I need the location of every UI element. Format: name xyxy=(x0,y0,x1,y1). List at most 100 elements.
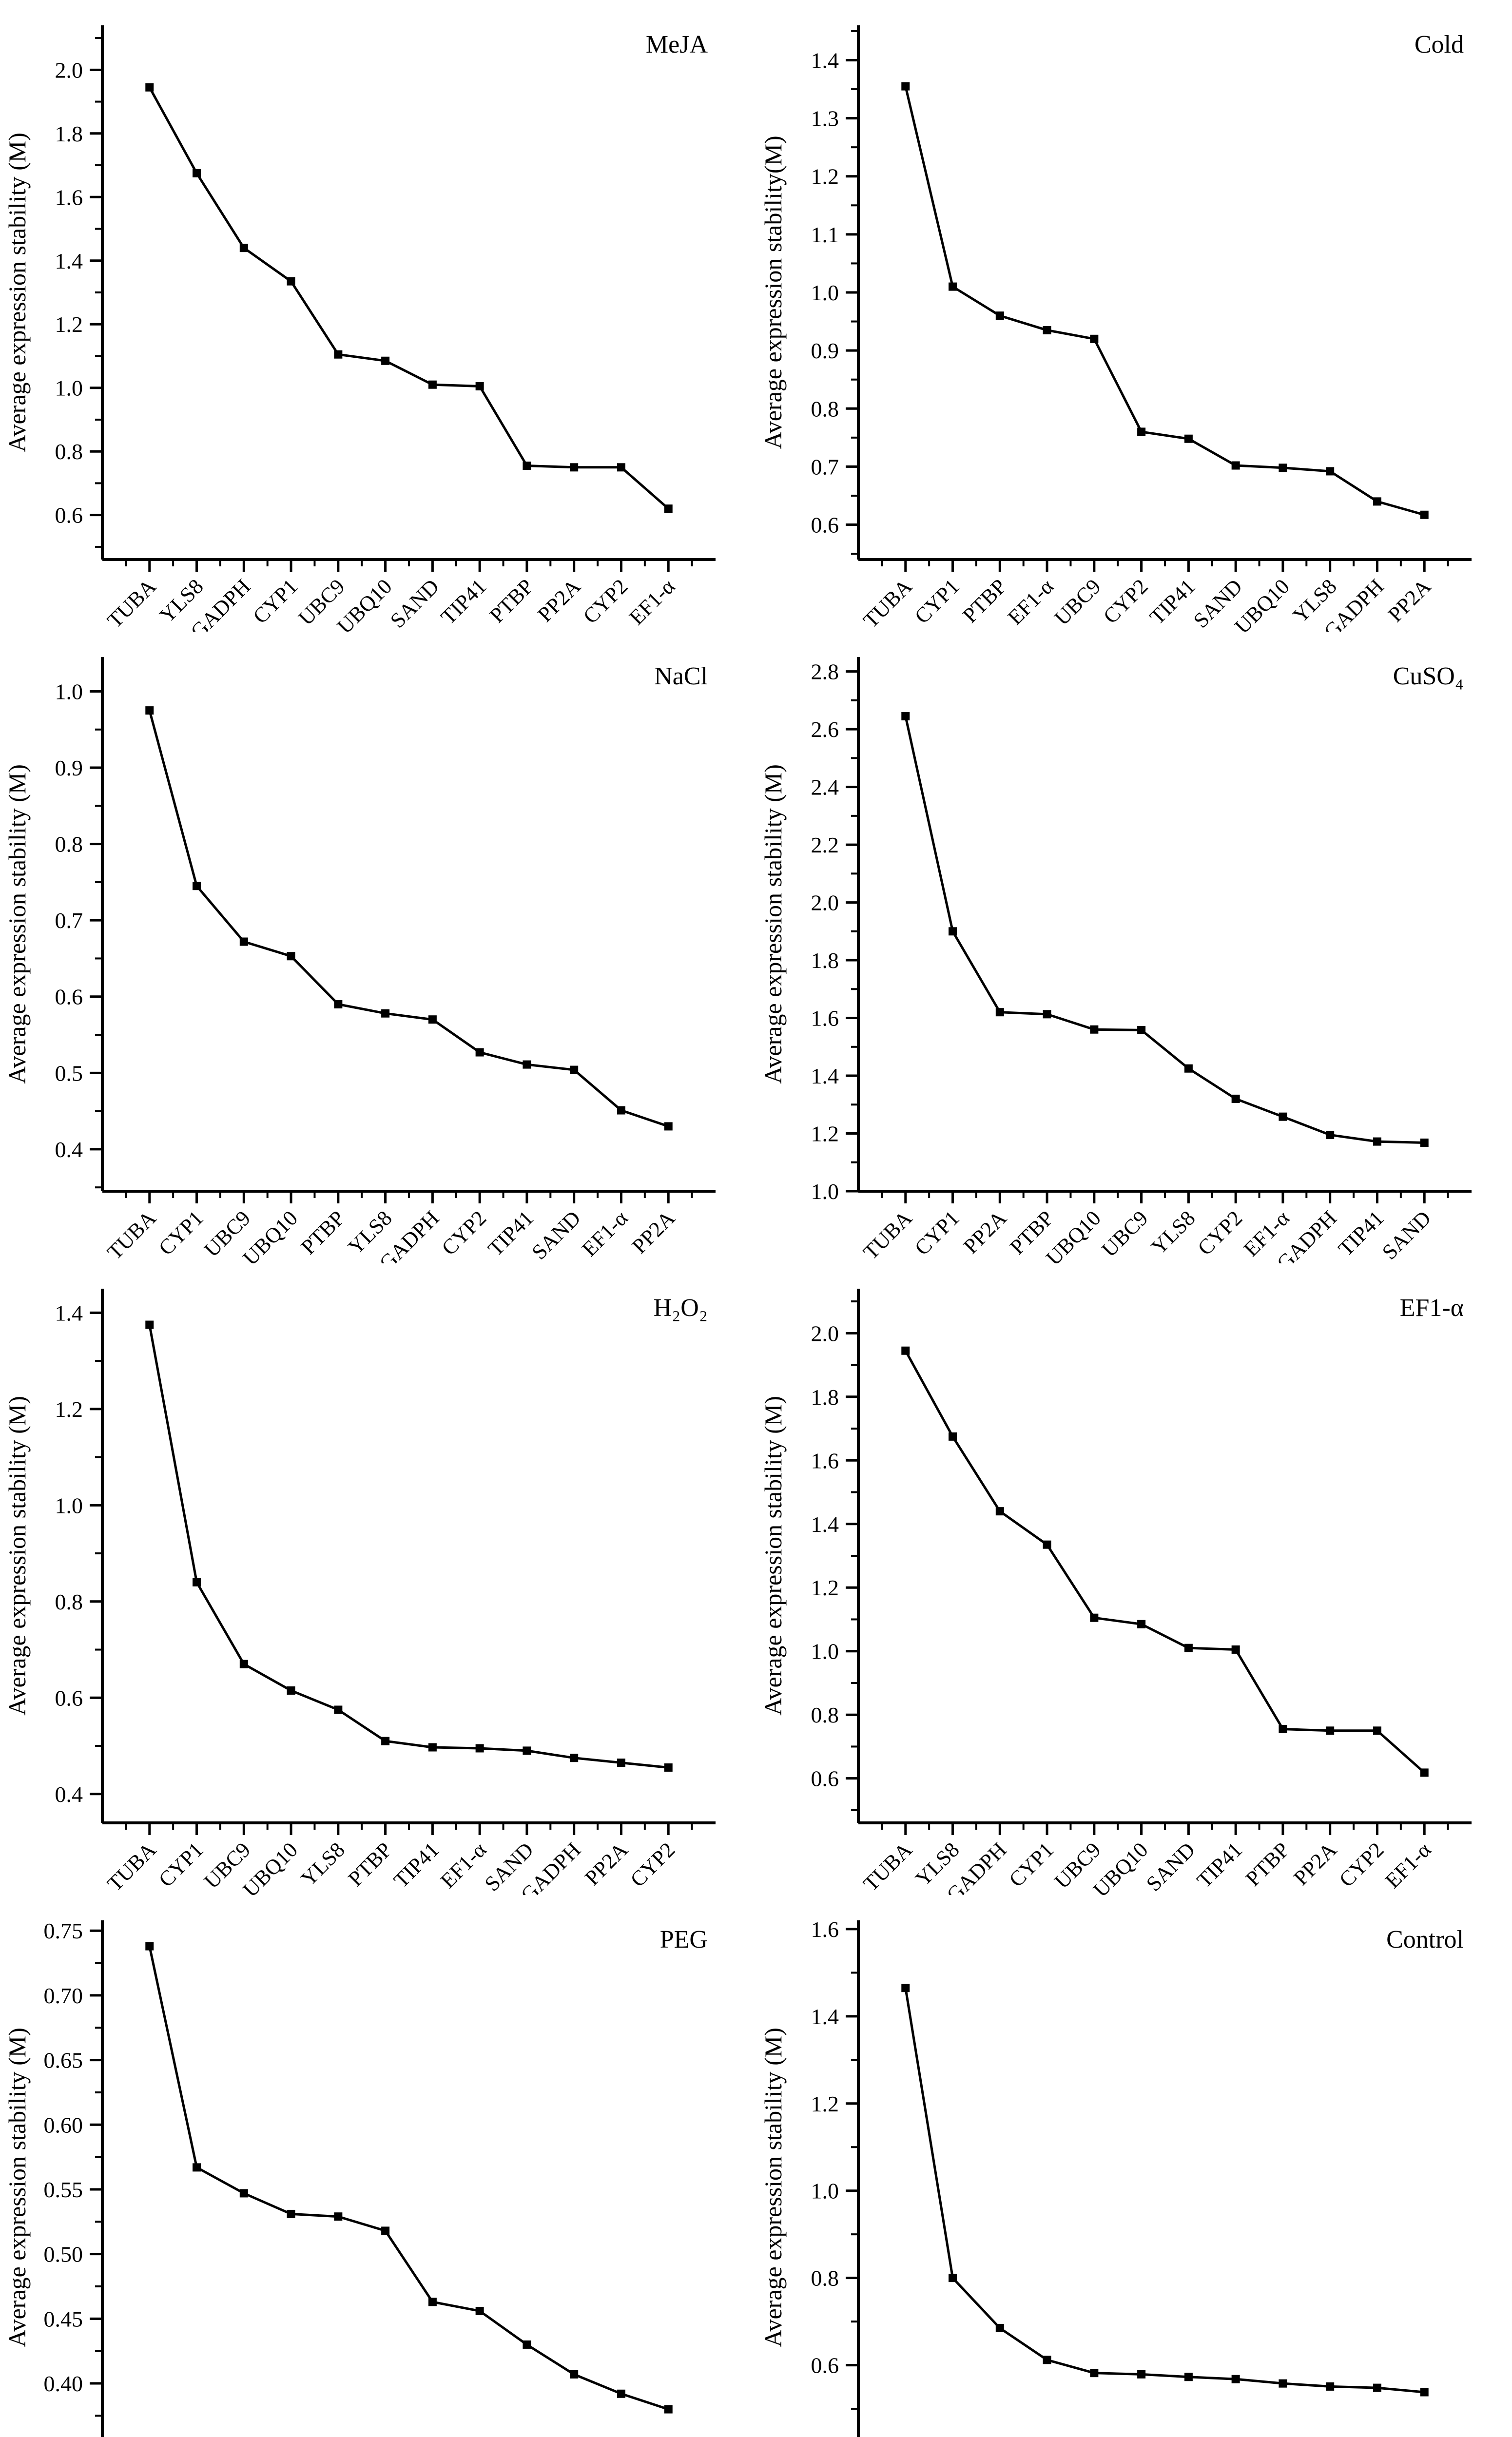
chart-cuso4-canvas: 1.0 1.2 1.4 1.6 1.8 2.0 2.2 2.4 2.6 2.8 TUBACYP1PP… xyxy=(759,657,1472,1263)
svg-text:0.40: 0.40 xyxy=(44,2371,83,2396)
chart-cuso4: 1.0 1.2 1.4 1.6 1.8 2.0 2.2 2.4 2.6 2.8 TUBA CYP1 PP… xyxy=(756,632,1512,1263)
svg-text:0.8: 0.8 xyxy=(811,396,839,421)
svg-text:2.4: 2.4 xyxy=(811,775,839,800)
chart-nacl: 0.4 0.5 0.6 0.7 0.8 0.9 1.0 TUBA CYP1 UBC9 UBQ10 PT… xyxy=(0,632,756,1263)
svg-text:0.35: 0.35 xyxy=(44,2436,83,2437)
svg-text:TUBA: TUBA xyxy=(858,1206,917,1263)
chart-h2o2: 0.4 0.6 0.8 1.0 1.2 1.4 TUBA CYP1 UBC9 UBQ10 YLS8 P… xyxy=(0,1263,756,1895)
svg-text:YLS8: YLS8 xyxy=(296,1837,349,1891)
svg-text:CYP1: CYP1 xyxy=(910,1206,964,1260)
chart-peg-canvas: 0.350.400.450.500.550.600.650.700.75TUBA… xyxy=(3,1918,708,2437)
svg-text:PP2A: PP2A xyxy=(1289,1837,1341,1890)
chart-control: 0.40.60.81.01.21.41.6TUBACYP1TIP41UBC9GA… xyxy=(756,1895,1512,2437)
svg-text:PEG: PEG xyxy=(660,1926,708,1953)
svg-text:PP2A: PP2A xyxy=(533,574,585,626)
chart-meja-canvas: 0.60.81.01.21.41.61.82.0TUBAYLS8GADPHCYP… xyxy=(3,25,716,632)
svg-text:Average expression stability (: Average expression stability (M) xyxy=(3,133,31,452)
svg-text:1.8: 1.8 xyxy=(811,1385,839,1410)
svg-text:TIP41: TIP41 xyxy=(389,1837,444,1892)
svg-text:2.8: 2.8 xyxy=(811,659,839,684)
svg-text:EF1-α: EF1-α xyxy=(1380,1837,1435,1893)
svg-text:TIP41: TIP41 xyxy=(1334,1206,1388,1260)
svg-text:EF1-α: EF1-α xyxy=(1003,574,1058,629)
svg-text:SAND: SAND xyxy=(1142,1837,1200,1895)
svg-text:CYP2: CYP2 xyxy=(437,1206,491,1260)
svg-text:1.6: 1.6 xyxy=(55,185,83,210)
svg-text:0.45: 0.45 xyxy=(44,2306,83,2331)
svg-text:UBC9: UBC9 xyxy=(1050,574,1105,630)
svg-text:PTBP: PTBP xyxy=(485,574,538,627)
svg-text:0.8: 0.8 xyxy=(811,2266,839,2291)
svg-text:Cold: Cold xyxy=(1415,31,1464,58)
svg-text:0.70: 0.70 xyxy=(44,1983,83,2008)
svg-text:0.4: 0.4 xyxy=(55,1782,83,1807)
svg-text:1.0: 1.0 xyxy=(811,1639,839,1664)
svg-text:1.0: 1.0 xyxy=(55,376,83,401)
svg-text:CYP2: CYP2 xyxy=(626,1837,680,1892)
svg-text:1.0: 1.0 xyxy=(55,679,83,704)
svg-text:H₂O₂: H₂O₂ xyxy=(654,1294,708,1322)
svg-text:0.50: 0.50 xyxy=(44,2242,83,2267)
svg-text:SAND: SAND xyxy=(386,574,444,632)
svg-text:UBQ10: UBQ10 xyxy=(332,574,396,632)
svg-text:EF1-α: EF1-α xyxy=(1400,1294,1464,1322)
svg-text:PP2A: PP2A xyxy=(959,1206,1011,1258)
svg-text:YLS8: YLS8 xyxy=(1146,1206,1200,1259)
svg-text:CYP2: CYP2 xyxy=(579,574,633,628)
svg-text:SAND: SAND xyxy=(527,1206,585,1263)
svg-text:1.0: 1.0 xyxy=(55,1493,83,1518)
svg-text:CYP2: CYP2 xyxy=(1193,1206,1247,1260)
svg-text:1.8: 1.8 xyxy=(55,121,83,146)
svg-text:1.2: 1.2 xyxy=(811,164,839,189)
svg-text:UBQ10: UBQ10 xyxy=(1230,574,1294,632)
svg-text:TUBA: TUBA xyxy=(858,1837,917,1895)
svg-text:0.6: 0.6 xyxy=(811,1766,839,1791)
svg-text:TIP41: TIP41 xyxy=(1145,574,1200,629)
svg-text:2.0: 2.0 xyxy=(55,58,83,82)
svg-text:1.1: 1.1 xyxy=(811,222,839,247)
svg-text:2.0: 2.0 xyxy=(811,1321,839,1346)
svg-text:CYP1: CYP1 xyxy=(248,574,302,628)
svg-text:1.4: 1.4 xyxy=(55,249,83,273)
svg-text:0.60: 0.60 xyxy=(44,2112,83,2137)
svg-text:0.4: 0.4 xyxy=(55,1137,83,1162)
chart-ef1a-canvas: 0.60.81.01.21.41.61.82.0TUBAYLS8GADPHCYP… xyxy=(759,1289,1472,1895)
svg-text:NaCl: NaCl xyxy=(654,662,708,690)
svg-text:PTBP: PTBP xyxy=(344,1837,397,1891)
svg-text:0.75: 0.75 xyxy=(44,1918,83,1943)
svg-text:Average expression stability (: Average expression stability (M) xyxy=(759,2028,787,2347)
svg-text:0.6: 0.6 xyxy=(811,513,839,538)
svg-text:0.5: 0.5 xyxy=(55,1061,83,1085)
svg-text:CYP1: CYP1 xyxy=(910,574,964,628)
svg-text:PP2A: PP2A xyxy=(627,1206,679,1258)
svg-text:1.4: 1.4 xyxy=(811,48,839,73)
svg-text:0.8: 0.8 xyxy=(811,1702,839,1727)
svg-text:PTBP: PTBP xyxy=(958,574,1011,627)
svg-text:0.7: 0.7 xyxy=(811,454,839,479)
svg-text:1.4: 1.4 xyxy=(55,1300,83,1325)
svg-text:1.0: 1.0 xyxy=(811,2179,839,2204)
svg-text:2.6: 2.6 xyxy=(811,717,839,742)
svg-text:1.2: 1.2 xyxy=(55,312,83,337)
svg-text:Average expression stability (: Average expression stability (M) xyxy=(759,764,787,1084)
svg-text:0.6: 0.6 xyxy=(55,1685,83,1710)
svg-text:EF1-α: EF1-α xyxy=(577,1206,632,1261)
svg-text:2.2: 2.2 xyxy=(811,832,839,857)
svg-text:TIP41: TIP41 xyxy=(1192,1837,1247,1892)
svg-text:1.6: 1.6 xyxy=(811,1006,839,1031)
svg-text:Average expression stability (: Average expression stability (M) xyxy=(3,764,31,1084)
svg-text:Average expression stability (: Average expression stability (M) xyxy=(759,1396,787,1716)
svg-text:Average expression stability (: Average expression stability (M) xyxy=(3,1396,31,1716)
svg-text:0.8: 0.8 xyxy=(55,1589,83,1614)
chart-ef1a: 0.6 0.8 1.0 1.2 1.4 1.6 1.8 2.0 TUBA YLS8 GADPH CYP… xyxy=(756,1263,1512,1895)
svg-text:1.2: 1.2 xyxy=(811,2091,839,2116)
svg-text:0.6: 0.6 xyxy=(55,985,83,1009)
svg-text:UBQ10: UBQ10 xyxy=(238,1837,302,1895)
svg-text:1.6: 1.6 xyxy=(811,1917,839,1942)
svg-text:1.4: 1.4 xyxy=(811,1512,839,1537)
svg-text:UBQ10: UBQ10 xyxy=(1041,1206,1105,1263)
svg-text:1.4: 1.4 xyxy=(811,2004,839,2029)
svg-text:PP2A: PP2A xyxy=(580,1837,632,1890)
svg-text:1.0: 1.0 xyxy=(811,1179,839,1204)
